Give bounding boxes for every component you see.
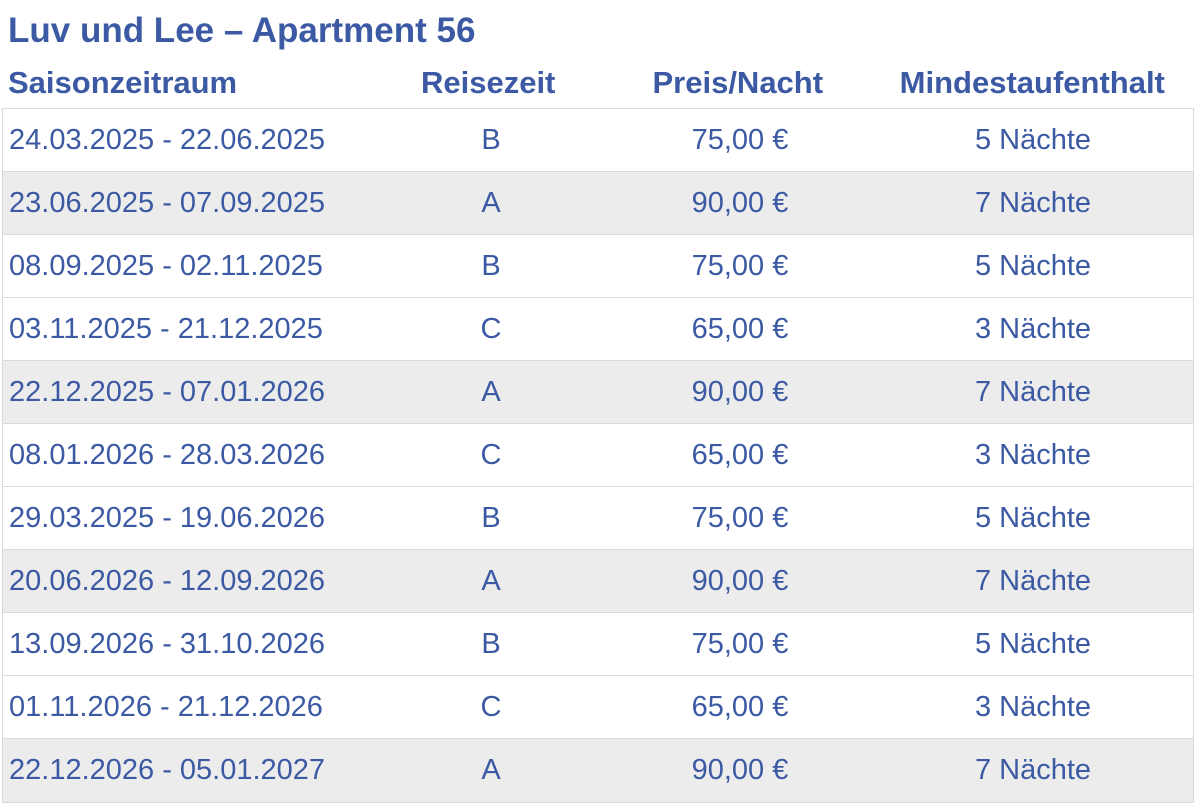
cell-period: 22.12.2026 - 05.01.2027 [9, 754, 326, 786]
cell-min-stay: 7 Nächte [974, 186, 1092, 219]
cell-min-stay: 5 Nächte [974, 627, 1092, 660]
table-row: 23.06.2025 - 07.09.2025 A 90,00 € 7 Näch… [3, 172, 1193, 235]
cell-period: 01.11.2026 - 21.12.2026 [9, 690, 323, 723]
cell-price: 75,00 € [691, 501, 789, 534]
page-title: Luv und Lee – Apartment 56 [8, 11, 476, 50]
cell-season: A [481, 375, 501, 408]
cell-price: 90,00 € [691, 186, 789, 219]
cell-season: B [481, 501, 501, 534]
cell-season: C [480, 438, 502, 471]
cell-period: 13.09.2026 - 31.10.2026 [9, 627, 326, 660]
cell-price: 65,00 € [691, 690, 789, 723]
header-season: Reisezeit [420, 65, 556, 100]
table-row: 01.11.2026 - 21.12.2026 C 65,00 € 3 Näch… [3, 676, 1193, 739]
cell-season: A [481, 754, 501, 786]
cell-price: 65,00 € [691, 438, 789, 471]
cell-period: 08.09.2025 - 02.11.2025 [9, 249, 323, 282]
table-header-row: Saisonzeitraum Reisezeit Preis/Nacht Min… [0, 58, 1194, 108]
table-row: 20.06.2026 - 12.09.2026 A 90,00 € 7 Näch… [3, 550, 1193, 613]
cell-season: C [480, 690, 502, 723]
cell-period: 22.12.2025 - 07.01.2026 [9, 375, 326, 408]
cell-period: 20.06.2026 - 12.09.2026 [9, 564, 326, 597]
cell-min-stay: 7 Nächte [974, 564, 1092, 597]
cell-min-stay: 5 Nächte [974, 249, 1092, 282]
cell-min-stay: 3 Nächte [974, 312, 1092, 345]
cell-min-stay: 5 Nächte [974, 501, 1092, 534]
cell-min-stay: 7 Nächte [974, 375, 1092, 408]
cell-season: B [481, 249, 501, 282]
table-row: 08.01.2026 - 28.03.2026 C 65,00 € 3 Näch… [3, 424, 1193, 487]
cell-season: B [481, 627, 501, 660]
table-row: 13.09.2026 - 31.10.2026 B 75,00 € 5 Näch… [3, 613, 1193, 676]
table-row: 03.11.2025 - 21.12.2025 C 65,00 € 3 Näch… [3, 298, 1193, 361]
cell-period: 03.11.2025 - 21.12.2025 [9, 312, 323, 345]
cell-price: 75,00 € [691, 123, 789, 156]
cell-price: 90,00 € [691, 754, 789, 786]
table-row: 08.09.2025 - 02.11.2025 B 75,00 € 5 Näch… [3, 235, 1193, 298]
cell-price: 90,00 € [691, 564, 789, 597]
cell-min-stay: 3 Nächte [974, 438, 1092, 471]
price-table: Saisonzeitraum Reisezeit Preis/Nacht Min… [0, 58, 1194, 803]
table-body: 24.03.2025 - 22.06.2025 B 75,00 € 5 Näch… [2, 108, 1194, 803]
header-price: Preis/Nacht [652, 65, 824, 100]
header-period: Saisonzeitraum [8, 65, 238, 100]
table-row: 29.03.2025 - 19.06.2026 B 75,00 € 5 Näch… [3, 487, 1193, 550]
table-row: 22.12.2025 - 07.01.2026 A 90,00 € 7 Näch… [3, 361, 1193, 424]
cell-min-stay: 3 Nächte [974, 690, 1092, 723]
cell-price: 75,00 € [691, 627, 789, 660]
cell-price: 90,00 € [691, 375, 789, 408]
cell-season: A [481, 186, 501, 219]
cell-season: A [481, 564, 501, 597]
cell-price: 65,00 € [691, 312, 789, 345]
cell-season: B [481, 123, 501, 156]
cell-season: C [480, 312, 502, 345]
table-row: 24.03.2025 - 22.06.2025 B 75,00 € 5 Näch… [3, 109, 1193, 172]
cell-min-stay: 5 Nächte [974, 123, 1092, 156]
table-row: 22.12.2026 - 05.01.2027 A 90,00 € 7 Näch… [3, 739, 1193, 802]
header-min-stay: Mindestaufenthalt [899, 65, 1165, 100]
cell-period: 23.06.2025 - 07.09.2025 [9, 186, 326, 219]
cell-price: 75,00 € [691, 249, 789, 282]
cell-min-stay: 7 Nächte [974, 754, 1092, 786]
cell-period: 08.01.2026 - 28.03.2026 [9, 438, 326, 471]
cell-period: 24.03.2025 - 22.06.2025 [9, 123, 326, 156]
cell-period: 29.03.2025 - 19.06.2026 [9, 501, 326, 534]
